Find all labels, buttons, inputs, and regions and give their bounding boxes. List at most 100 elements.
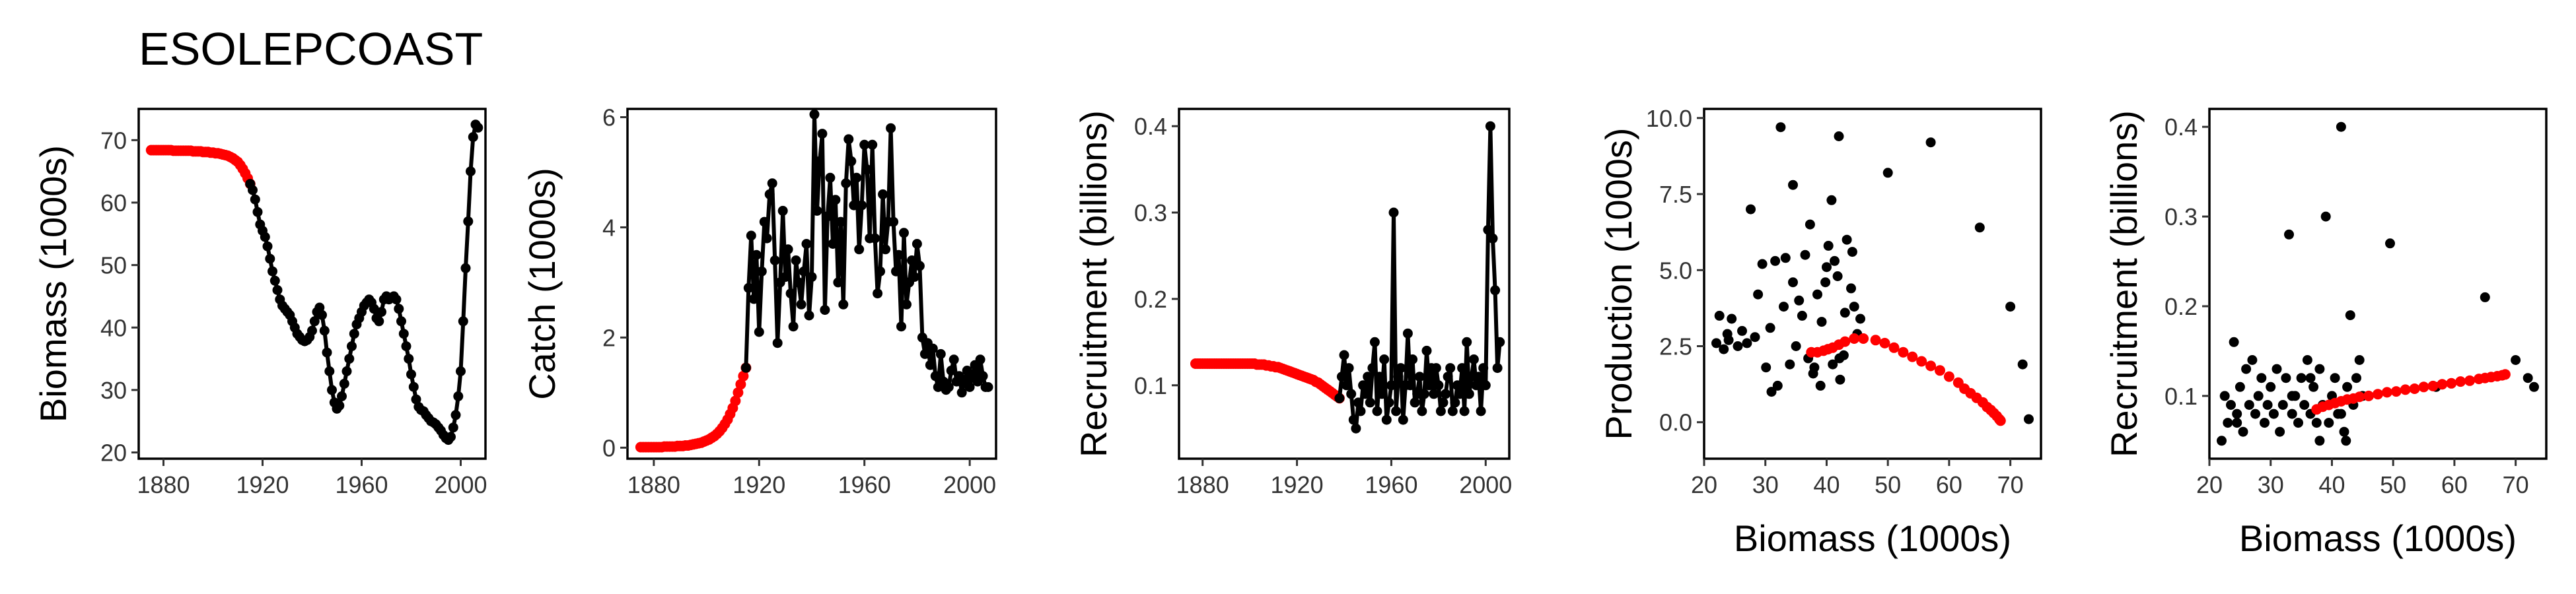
data-point [2217, 436, 2227, 446]
data-point [730, 395, 741, 407]
data-point [1431, 363, 1441, 374]
panel-5: 20 30 40 50 60 70 0.1 0.2 0.3 0.4 Recruitment (bil… [2103, 108, 2548, 559]
y-tick-label: 60 [100, 189, 127, 216]
x-tick-label: 20 [2196, 471, 2223, 498]
data-point [878, 189, 888, 199]
x-tick-label: 1960 [1365, 471, 1417, 498]
data-point [1478, 363, 1489, 374]
data-point [2511, 355, 2521, 365]
y-tick-label: 0.0 [1659, 409, 1692, 436]
data-point [1402, 328, 1413, 339]
data-point [319, 325, 330, 336]
data-point [748, 294, 759, 304]
data-point [1794, 295, 1805, 306]
data-point [1379, 354, 1390, 364]
data-point [1840, 308, 1850, 318]
data-point [339, 378, 349, 389]
data-point [925, 360, 935, 370]
data-point [1826, 195, 1837, 205]
data-point [801, 239, 812, 249]
data-point [1358, 380, 1369, 391]
data-point [1719, 344, 1729, 354]
data-point [2287, 391, 2297, 401]
data-point [754, 327, 764, 337]
x-tick-label: 2000 [1459, 471, 1512, 498]
data-point [780, 272, 791, 282]
data-point [1840, 336, 1851, 347]
data-point [269, 275, 280, 286]
data-point [822, 211, 833, 222]
data-point [2235, 381, 2245, 392]
data-point [1785, 359, 1795, 370]
data-point [946, 366, 956, 376]
data-point [391, 294, 402, 305]
data-point [870, 233, 880, 244]
data-point [2409, 383, 2420, 394]
y-axis-label: Biomass (1000s) [32, 145, 74, 422]
data-point [1339, 350, 1349, 360]
data-point [1935, 365, 1945, 376]
data-point [1367, 363, 1378, 374]
panel-3: 1880 1920 1960 2000 0.1 0.2 0.3 0.4 Recruitment … [1073, 108, 1512, 498]
data-point [851, 172, 862, 183]
data-point [2390, 386, 2402, 397]
data-point [1462, 337, 1472, 347]
data-point [1452, 380, 1462, 391]
data-point [1943, 371, 1954, 382]
data-point [825, 172, 836, 183]
data-point [1459, 406, 1470, 416]
data-point [788, 321, 799, 332]
data-point [2499, 369, 2511, 380]
data-point [1355, 406, 1366, 416]
data-point [2336, 409, 2346, 419]
data-point [456, 366, 466, 376]
x-tick-label: 1960 [335, 471, 388, 498]
data-point [1816, 317, 1827, 327]
data-point [1791, 341, 1801, 351]
data-point [2266, 381, 2276, 392]
data-point [1419, 389, 1429, 399]
data-point [1457, 363, 1468, 374]
data-point [1346, 389, 1357, 399]
data-point [1820, 277, 1831, 288]
data-point [2268, 409, 2279, 419]
data-point [1438, 397, 1449, 408]
data-point [1855, 314, 1865, 324]
data-point [804, 310, 814, 321]
x-tick-label: 1920 [236, 471, 289, 498]
data-point [820, 305, 830, 315]
data-point [859, 139, 870, 150]
data-point [907, 255, 917, 265]
data-point [2256, 373, 2267, 383]
data-point [2017, 359, 2028, 370]
data-point [1823, 240, 1834, 251]
data-point [2324, 418, 2334, 428]
data-point [1447, 406, 1458, 416]
data-point [1405, 380, 1415, 391]
plot-frame [1703, 108, 2042, 460]
data-point [2232, 409, 2242, 419]
data-point [2381, 387, 2392, 398]
data-point [341, 366, 352, 376]
data-point [406, 369, 416, 380]
data-point [812, 205, 822, 216]
data-point [1809, 362, 1820, 373]
data-point [2277, 400, 2288, 410]
y-tick-label: 7.5 [1659, 181, 1692, 208]
y-tick-label: 0.2 [2165, 293, 2198, 320]
data-point [1424, 380, 1435, 391]
x-tick-label: 1880 [1176, 471, 1229, 498]
x-tick-label: 1960 [838, 471, 891, 498]
data-point [401, 341, 411, 352]
data-point [1907, 351, 1918, 362]
y-axis-label: Recruitment (billions) [1073, 110, 1114, 457]
data-point [2363, 390, 2375, 401]
data-point [1410, 397, 1420, 408]
data-point [2437, 379, 2448, 390]
data-point [1435, 406, 1446, 416]
data-point [738, 370, 749, 381]
data-point [1750, 332, 1760, 343]
data-point [1775, 122, 1786, 133]
data-point [1834, 131, 1844, 141]
